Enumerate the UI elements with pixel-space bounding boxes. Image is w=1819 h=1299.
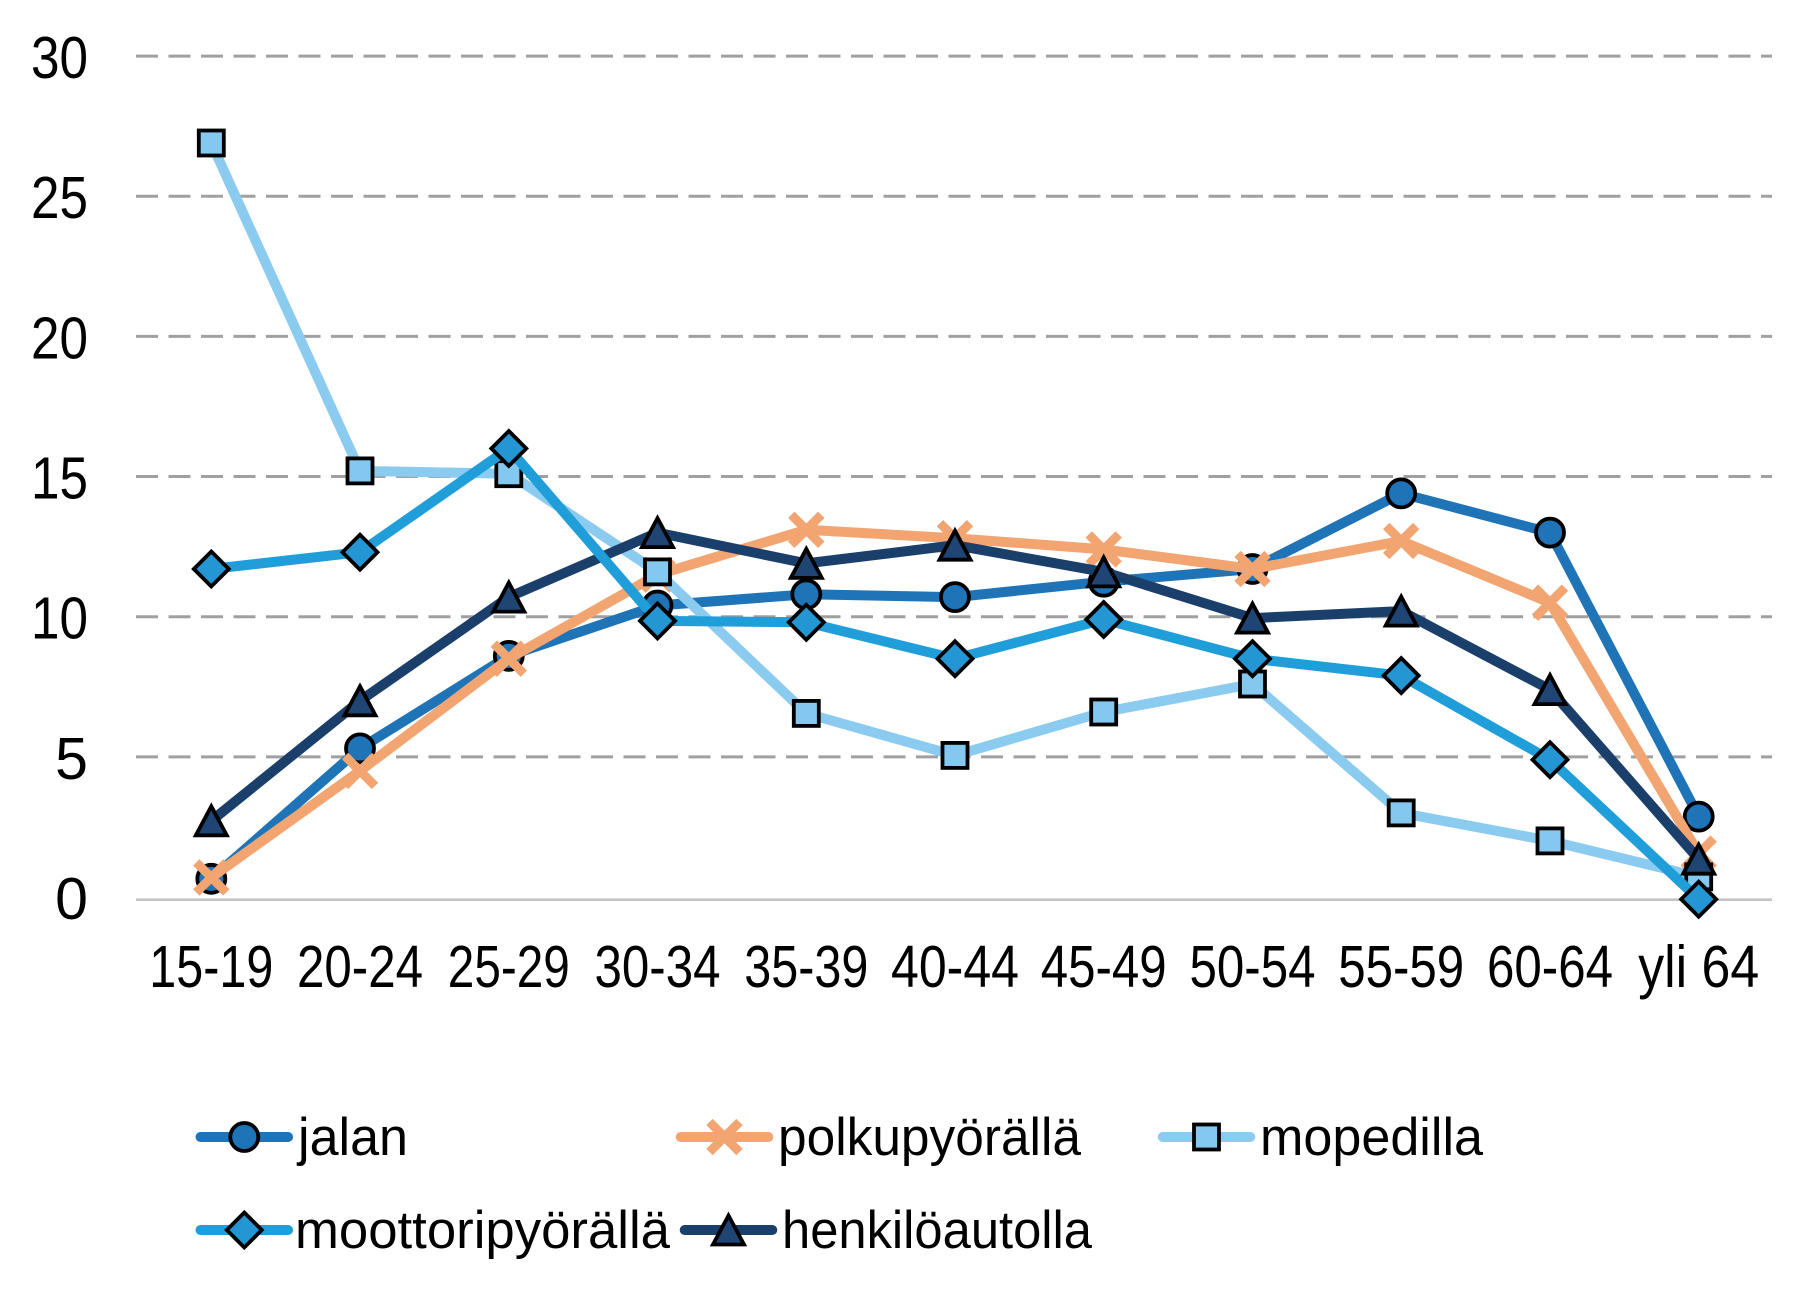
svg-text:25-29: 25-29 [448,934,570,1000]
svg-text:mopedilla: mopedilla [1260,1108,1484,1167]
svg-text:55-59: 55-59 [1338,934,1464,1000]
svg-text:60-64: 60-64 [1487,934,1613,1000]
svg-text:5: 5 [55,726,88,792]
svg-text:25: 25 [31,165,88,231]
svg-text:moottoripyörällä: moottoripyörällä [295,1201,671,1260]
svg-text:40-44: 40-44 [891,934,1019,1000]
svg-text:yli 64: yli 64 [1638,934,1759,1000]
svg-text:45-49: 45-49 [1041,934,1167,1000]
svg-text:30-34: 30-34 [595,934,721,1000]
svg-text:15-19: 15-19 [149,934,273,1000]
svg-text:20-24: 20-24 [297,934,423,1000]
svg-text:0: 0 [55,866,88,932]
svg-text:30: 30 [31,25,88,91]
svg-text:20: 20 [31,305,88,371]
svg-text:jalan: jalan [296,1108,408,1167]
svg-text:35-39: 35-39 [744,934,868,1000]
svg-text:15: 15 [31,446,88,512]
svg-text:polkupyörällä: polkupyörällä [778,1108,1082,1167]
svg-text:henkilöautolla: henkilöautolla [782,1201,1092,1260]
svg-text:10: 10 [31,586,88,652]
svg-text:50-54: 50-54 [1190,934,1316,1000]
